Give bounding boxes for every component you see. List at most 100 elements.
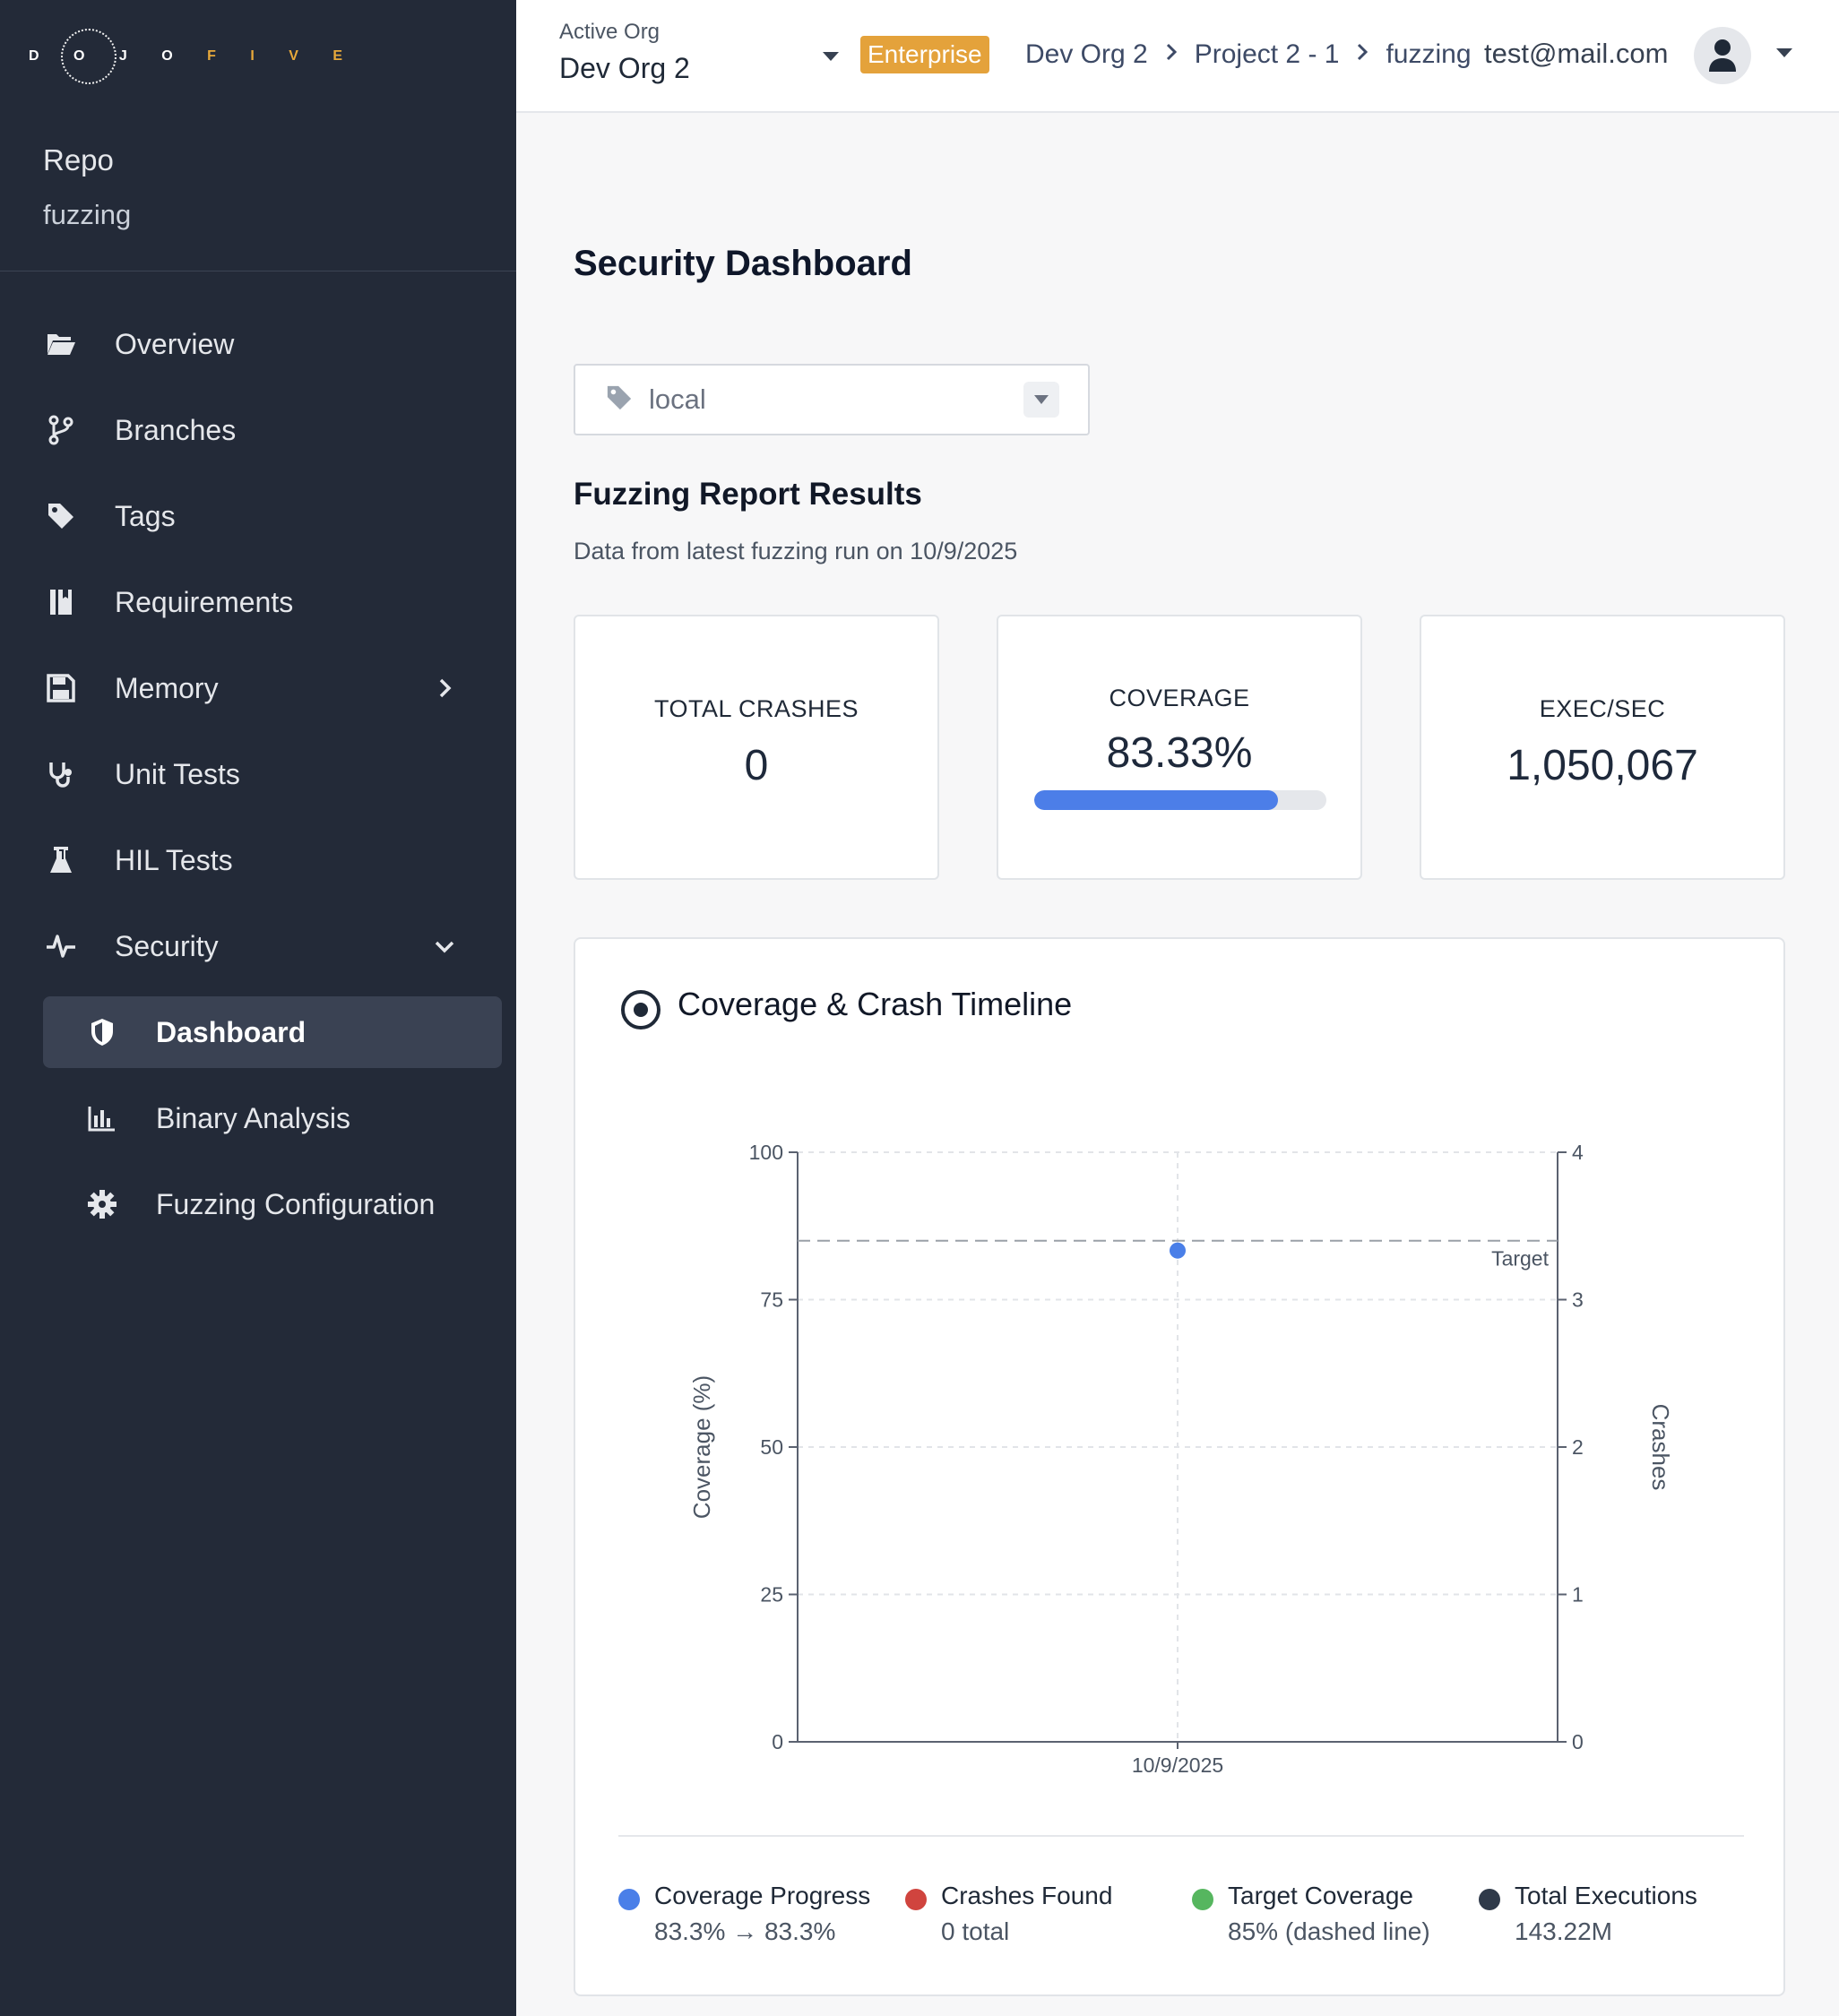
- sidebar-item-unit-tests[interactable]: Unit Tests: [43, 738, 502, 810]
- legend-sub: 83.3% → 83.3%: [654, 1917, 836, 1945]
- card-label: EXEC/SEC: [1539, 695, 1666, 722]
- sidebar-item-label: Security: [115, 929, 219, 962]
- sidebar-item-security[interactable]: Security: [43, 910, 502, 982]
- sidebar-item-label: Overview: [115, 327, 235, 360]
- legend-dot: [1192, 1889, 1213, 1910]
- chevron-down-icon[interactable]: [1023, 382, 1059, 418]
- timeline-title: Coverage & Crash Timeline: [678, 986, 1073, 1022]
- repo-name: fuzzing: [43, 199, 132, 230]
- legend-sub: 143.22M: [1515, 1917, 1612, 1945]
- sidebar-item-label: Binary Analysis: [156, 1101, 350, 1134]
- active-org-name[interactable]: Dev Org 2: [559, 52, 690, 84]
- top-header: Active Org Dev Org 2 Enterprise Dev Org …: [516, 0, 1839, 113]
- sidebar-item-label: Dashboard: [156, 1015, 306, 1048]
- sidebar-item-label: Unit Tests: [115, 757, 240, 790]
- repo-label: Repo: [43, 143, 114, 177]
- chevron-right-icon: [1355, 39, 1369, 70]
- chevron-down-icon: [430, 932, 459, 961]
- y2-tick-label: 0: [1572, 1730, 1584, 1753]
- sidebar-item-label: HIL Tests: [115, 843, 233, 876]
- sidebar-item-label: Branches: [115, 413, 237, 446]
- y2-axis-title: Crashes: [1647, 1404, 1674, 1491]
- save-icon: [43, 670, 79, 706]
- y-tick-label: 100: [749, 1141, 783, 1164]
- y2-tick-label: 3: [1572, 1288, 1584, 1312]
- sidebar-item-branches[interactable]: Branches: [43, 394, 502, 466]
- y-tick-label: 75: [760, 1288, 783, 1312]
- coverage-data-point: [1170, 1242, 1186, 1259]
- sidebar: D O J O F I V E Repo fuzzing Overview Br…: [0, 0, 516, 2016]
- y2-tick-label: 2: [1572, 1435, 1584, 1459]
- user-icon: [1709, 39, 1736, 72]
- card-label: TOTAL CRASHES: [653, 695, 859, 722]
- sidebar-item-label: Requirements: [115, 585, 294, 618]
- card-value: 0: [744, 742, 769, 789]
- breadcrumb: Dev Org 2 Project 2 - 1 fuzzing: [1025, 39, 1472, 70]
- sidebar-item-memory[interactable]: Memory: [43, 652, 502, 724]
- target-label: Target: [1491, 1247, 1550, 1271]
- legend-dot: [1479, 1889, 1500, 1910]
- gear-icon: [84, 1186, 120, 1222]
- y-tick-label: 50: [760, 1435, 783, 1459]
- flask-icon: [43, 842, 79, 878]
- coverage-crash-timeline-panel: Coverage & Crash Timeline 0 25 50 75 100 0 1 2 3…: [574, 937, 1785, 1996]
- exec-sec-card: EXEC/SEC 1,050,067: [1420, 615, 1785, 880]
- y2-tick-label: 1: [1572, 1583, 1584, 1607]
- user-email[interactable]: test@mail.com: [1484, 38, 1669, 69]
- y2-tick-label: 4: [1572, 1141, 1584, 1164]
- tag-icon: [43, 498, 79, 534]
- repo-block: Repo fuzzing: [43, 143, 131, 231]
- tag-select[interactable]: local: [574, 364, 1090, 435]
- breadcrumb-repo[interactable]: fuzzing: [1386, 39, 1472, 69]
- breadcrumb-org[interactable]: Dev Org 2: [1025, 39, 1148, 69]
- report-subtitle: Data from latest fuzzing run on 10/9/202…: [574, 538, 1018, 564]
- sidebar-item-fuzzing-configuration[interactable]: Fuzzing Configuration: [43, 1168, 502, 1240]
- dojo-five-logo[interactable]: D O J O F I V E: [29, 25, 358, 88]
- sidebar-item-requirements[interactable]: Requirements: [43, 566, 502, 638]
- total-crashes-card: TOTAL CRASHES 0: [574, 615, 939, 880]
- legend-name: Crashes Found: [941, 1882, 1113, 1909]
- bullseye-icon: [620, 989, 661, 1035]
- org-caret-down-icon[interactable]: [821, 50, 841, 67]
- legend-sub: 0 total: [941, 1917, 1010, 1945]
- legend-dot: [618, 1889, 640, 1910]
- breadcrumb-project[interactable]: Project 2 - 1: [1194, 39, 1340, 69]
- report-title: Fuzzing Report Results: [574, 477, 922, 512]
- sidebar-item-hil-tests[interactable]: HIL Tests: [43, 824, 502, 896]
- sidebar-item-label: Tags: [115, 499, 176, 532]
- user-menu-caret-icon[interactable]: [1774, 47, 1794, 64]
- card-label: COVERAGE: [1109, 685, 1250, 711]
- sidebar-item-label: Fuzzing Configuration: [156, 1187, 436, 1220]
- tag-icon: [606, 384, 633, 416]
- active-org-label: Active Org: [559, 20, 660, 44]
- chevron-right-icon: [1164, 39, 1179, 70]
- shield-icon: [84, 1014, 120, 1050]
- folder-open-icon: [43, 326, 79, 362]
- legend-dot: [905, 1889, 927, 1910]
- page-title: Security Dashboard: [574, 244, 912, 283]
- stethoscope-icon: [43, 756, 79, 792]
- avatar[interactable]: [1694, 27, 1751, 84]
- sidebar-item-tags[interactable]: Tags: [43, 480, 502, 552]
- plan-badge: Enterprise: [860, 36, 989, 73]
- coverage-progress-fill: [1034, 790, 1278, 810]
- y-tick-label: 0: [772, 1730, 783, 1753]
- legend-name: Target Coverage: [1228, 1882, 1414, 1909]
- timeline-chart: 0 25 50 75 100 0 1 2 3 4 10/9/2025 Coverage (%) Cras…: [688, 1141, 1674, 1777]
- y-tick-label: 25: [760, 1583, 783, 1607]
- chevron-right-icon: [430, 674, 459, 702]
- coverage-card: COVERAGE 83.33%: [997, 615, 1362, 880]
- sidebar-item-binary-analysis[interactable]: Binary Analysis: [43, 1082, 502, 1154]
- sidebar-item-dashboard[interactable]: Dashboard: [43, 996, 502, 1068]
- book-icon: [43, 584, 79, 620]
- bar-chart-icon: [84, 1100, 120, 1136]
- card-value: 1,050,067: [1507, 742, 1698, 789]
- coverage-progress-bar: [1034, 790, 1326, 810]
- x-tick-label: 10/9/2025: [1132, 1753, 1223, 1777]
- y-axis-title: Coverage (%): [688, 1375, 715, 1519]
- sidebar-item-label: Memory: [115, 671, 219, 704]
- card-value: 83.33%: [1106, 729, 1253, 777]
- legend-sub: 85% (dashed line): [1228, 1917, 1430, 1945]
- sidebar-item-overview[interactable]: Overview: [43, 308, 502, 380]
- logo-ring-icon: [61, 29, 117, 84]
